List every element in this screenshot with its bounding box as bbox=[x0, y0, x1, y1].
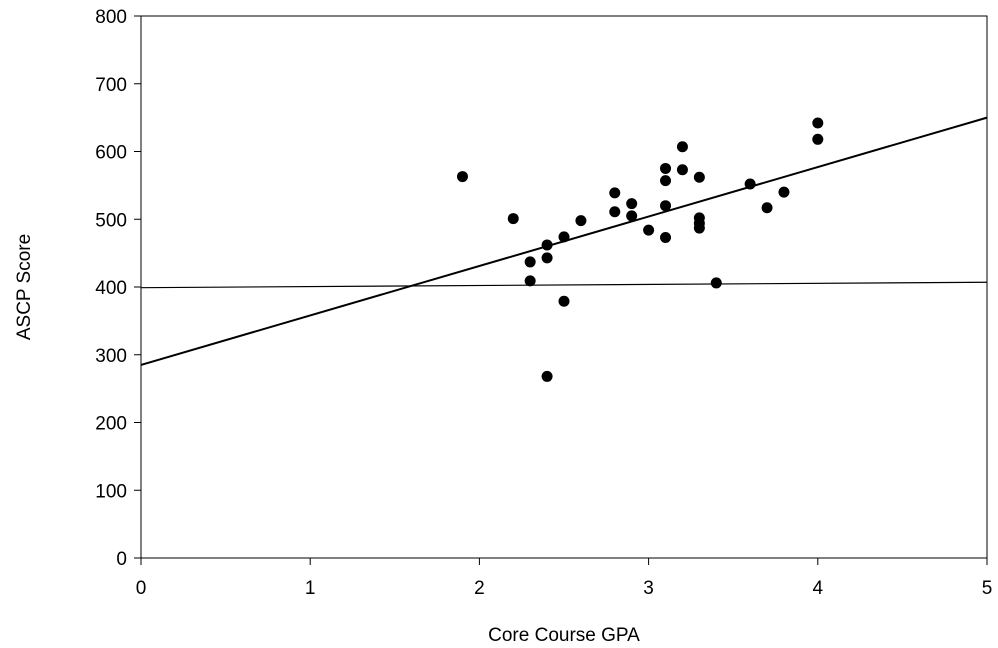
data-point bbox=[660, 200, 672, 212]
y-tick-label: 100 bbox=[95, 481, 127, 502]
data-point bbox=[609, 187, 621, 199]
y-tick-label: 200 bbox=[95, 414, 127, 435]
data-point bbox=[660, 175, 672, 187]
data-point bbox=[541, 252, 553, 264]
y-tick-label: 600 bbox=[95, 143, 127, 164]
data-point bbox=[660, 232, 672, 244]
data-point bbox=[812, 117, 824, 129]
data-point bbox=[575, 215, 587, 227]
data-point bbox=[524, 275, 536, 287]
data-point bbox=[558, 295, 570, 307]
y-tick-label: 500 bbox=[95, 210, 127, 231]
data-point bbox=[744, 178, 756, 190]
y-tick-label: 800 bbox=[95, 7, 127, 28]
x-tick-label: 0 bbox=[136, 578, 147, 599]
data-point bbox=[812, 133, 824, 145]
x-tick-label: 5 bbox=[982, 578, 993, 599]
data-point bbox=[761, 202, 773, 214]
y-tick-label: 400 bbox=[95, 278, 127, 299]
x-tick-label: 3 bbox=[643, 578, 654, 599]
data-point bbox=[626, 210, 638, 222]
data-points bbox=[456, 117, 824, 382]
data-point bbox=[541, 370, 553, 382]
data-point bbox=[676, 141, 688, 153]
data-point bbox=[541, 239, 553, 251]
data-point bbox=[626, 198, 638, 210]
x-tick-label: 4 bbox=[813, 578, 824, 599]
data-point bbox=[660, 162, 672, 174]
data-point bbox=[643, 224, 655, 236]
data-point bbox=[676, 164, 688, 176]
data-point bbox=[693, 171, 705, 183]
x-tick-label: 1 bbox=[305, 578, 316, 599]
x-axis-title: Core Course GPA bbox=[488, 625, 640, 646]
reference-line bbox=[140, 281, 988, 289]
y-tick-label: 700 bbox=[95, 75, 127, 96]
data-point bbox=[693, 222, 705, 234]
data-point bbox=[507, 213, 519, 225]
y-axis-title: ASCP Score bbox=[14, 234, 35, 340]
data-point bbox=[710, 277, 722, 289]
y-tick-label: 300 bbox=[95, 346, 127, 367]
data-point bbox=[778, 186, 790, 198]
data-point bbox=[558, 231, 570, 243]
data-point bbox=[524, 256, 536, 268]
x-tick-label: 2 bbox=[474, 578, 485, 599]
y-tick-label: 0 bbox=[116, 549, 127, 570]
data-point bbox=[456, 171, 468, 183]
data-point bbox=[609, 206, 621, 218]
axes bbox=[134, 15, 988, 565]
tick-labels: 0 1 2 3 4 5 0 100 200 300 400 500 600 700 800 bbox=[95, 7, 992, 599]
